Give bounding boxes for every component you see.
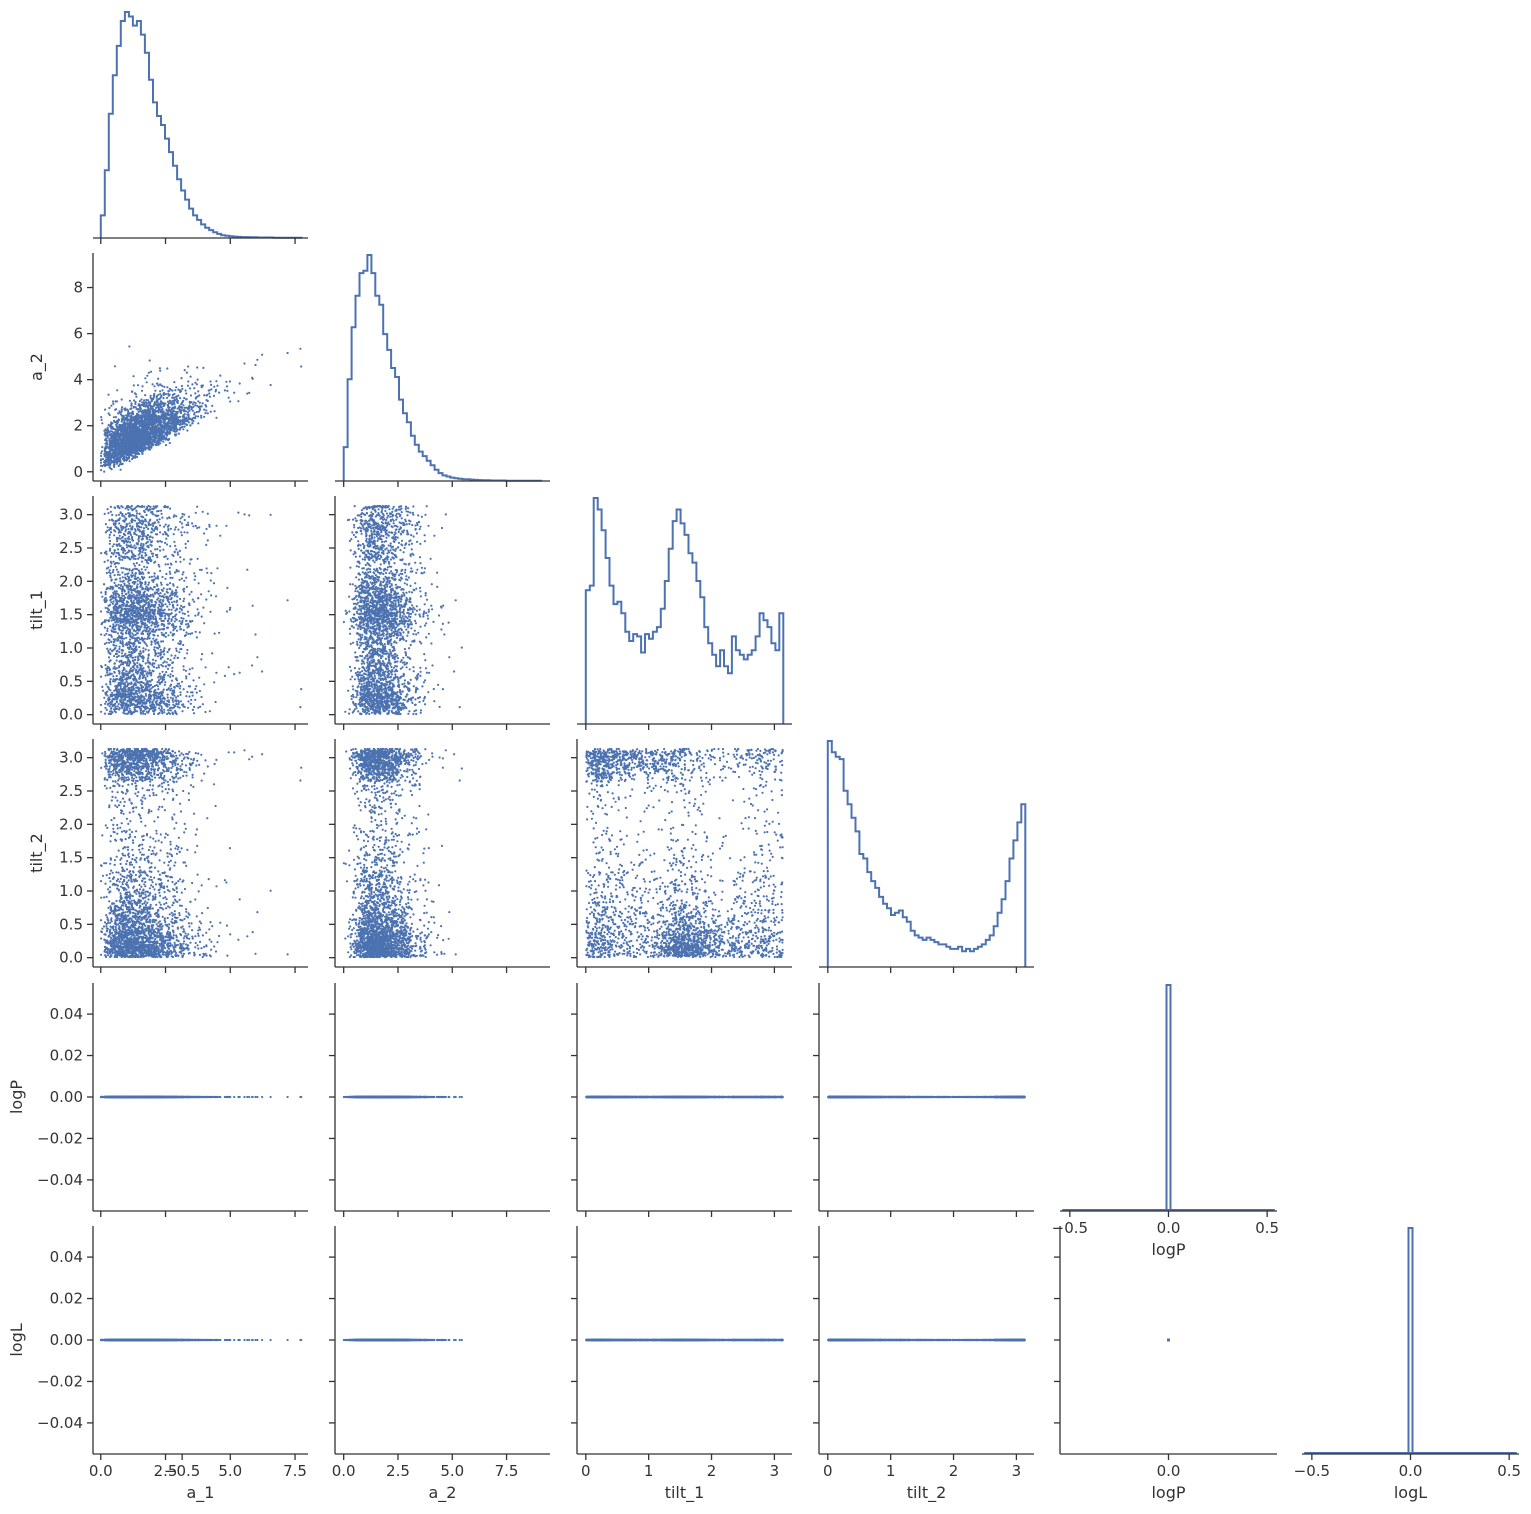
- scatter-point: [197, 400, 199, 402]
- scatter-point: [184, 426, 186, 428]
- scatter-point: [101, 422, 103, 424]
- scatter-point: [114, 365, 116, 367]
- scatter-point: [226, 385, 228, 387]
- scatter-point: [203, 409, 205, 411]
- scatter-point: [137, 384, 139, 386]
- scatter-point: [218, 392, 220, 394]
- scatter-point: [179, 397, 181, 399]
- scatter-point: [186, 372, 188, 374]
- scatter-point: [204, 412, 206, 414]
- scatter-point: [112, 400, 114, 402]
- panel-a_1-vs-a_1: [93, 12, 308, 244]
- scatter-point: [229, 380, 231, 382]
- scatter-point: [210, 384, 212, 386]
- scatter-point: [100, 469, 102, 471]
- scatter-point: [169, 442, 171, 444]
- scatter-point: [156, 382, 158, 384]
- scatter-point: [202, 367, 204, 369]
- scatter-point: [108, 424, 110, 426]
- scatter-point: [215, 380, 217, 382]
- scatter-point: [197, 390, 199, 392]
- scatter-point: [162, 441, 164, 443]
- scatter-point: [157, 394, 159, 396]
- scatter-point: [141, 390, 143, 392]
- scatter-point: [159, 367, 161, 369]
- scatter-point: [200, 415, 202, 417]
- scatter-point: [193, 387, 195, 389]
- scatter-point: [216, 385, 218, 387]
- scatter-point: [195, 415, 197, 417]
- scatter-point: [144, 377, 146, 379]
- scatter-point: [207, 412, 209, 414]
- scatter-point: [100, 462, 102, 464]
- scatter-point: [209, 380, 211, 382]
- scatter-point: [196, 366, 198, 368]
- scatter-point: [143, 399, 145, 401]
- scatter-point: [183, 409, 185, 411]
- scatter-point: [104, 409, 106, 411]
- scatter-point: [107, 427, 109, 429]
- scatter-point: [186, 429, 188, 431]
- scatter-point: [226, 390, 228, 392]
- scatter-point: [181, 385, 183, 387]
- scatter-point: [112, 403, 114, 405]
- scatter-point: [213, 395, 215, 397]
- scatter-point: [194, 382, 196, 384]
- scatter-point: [173, 381, 175, 383]
- scatter-point: [181, 426, 183, 428]
- scatter-point: [189, 417, 191, 419]
- scatter-point: [146, 375, 148, 377]
- scatter-point: [129, 460, 131, 462]
- scatter-point: [182, 404, 184, 406]
- scatter-point: [156, 397, 158, 399]
- scatter-point: [101, 450, 103, 452]
- histogram-a_1: [101, 12, 302, 238]
- scatter-point: [248, 392, 250, 394]
- scatter-point: [166, 386, 168, 388]
- scatter-point: [210, 411, 212, 413]
- scatter-point: [261, 354, 263, 356]
- scatter-point: [174, 389, 176, 391]
